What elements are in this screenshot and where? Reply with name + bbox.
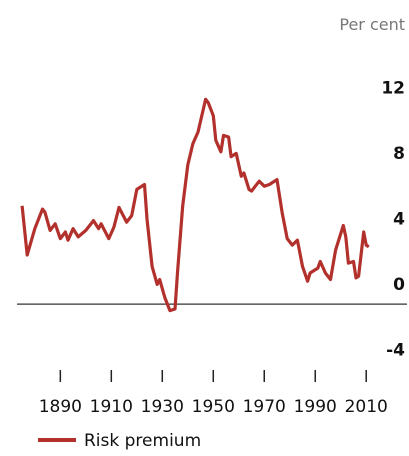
data-line	[20, 97, 370, 313]
y-tick-label: -4	[386, 341, 405, 361]
x-tick-label: 1890	[39, 397, 82, 417]
legend-label: Risk premium	[84, 431, 201, 451]
y-unit: Per cent	[339, 15, 405, 34]
x-tick-label: 1990	[294, 397, 337, 417]
y-tick-label: 4	[393, 210, 405, 230]
y-tick-label: 0	[393, 275, 405, 295]
x-tick-label: 2010	[345, 397, 388, 417]
y-tick-label: 12	[381, 79, 405, 99]
x-tick-label: 1930	[141, 397, 184, 417]
y-tick-label: 8	[393, 144, 405, 164]
x-tick-label: 1950	[192, 397, 235, 417]
x-tick-label: 1970	[243, 397, 286, 417]
x-tick-label: 1910	[90, 397, 133, 417]
